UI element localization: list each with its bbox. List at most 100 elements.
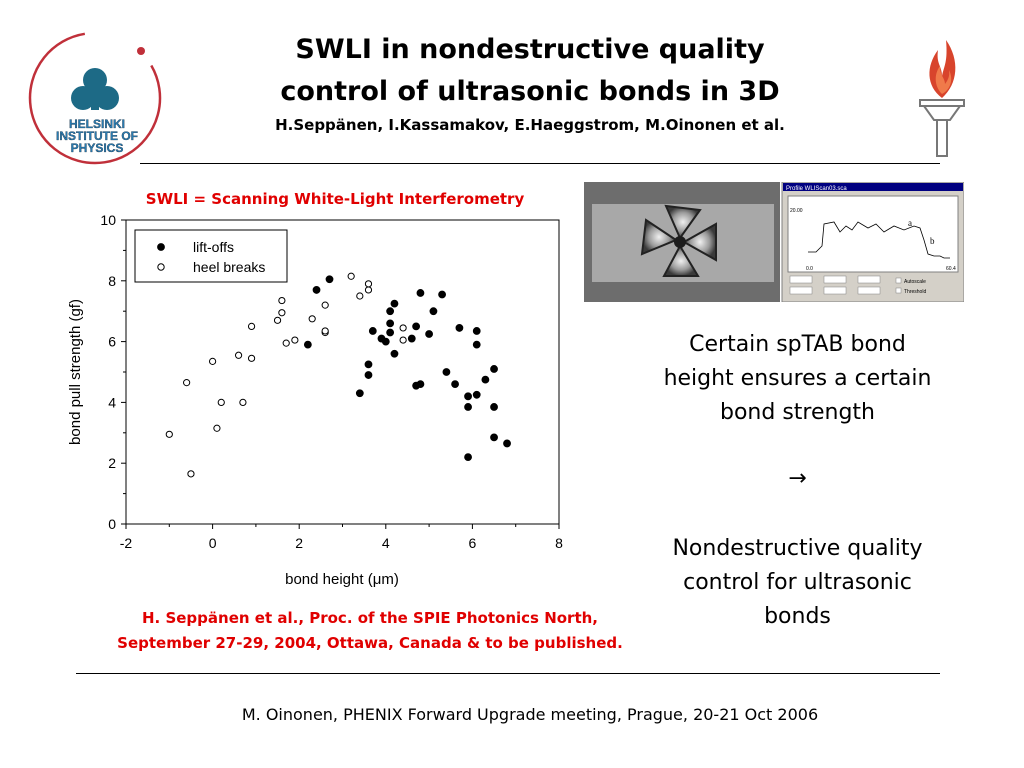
- heel-break-point: [183, 379, 191, 387]
- profile-label-a: a: [908, 218, 912, 228]
- authors-line: H.Seppänen, I.Kassamakov, E.Haeggstrom, …: [275, 116, 785, 134]
- heel-break-point: [165, 430, 173, 438]
- heel-break-point: [347, 272, 355, 280]
- lift-off-point: [386, 307, 395, 316]
- heel-break-point: [364, 286, 373, 294]
- lift-off-point: [390, 349, 399, 358]
- heel-break-point: [278, 309, 286, 317]
- conclusion-block: Certain spTAB bond height ensures a cert…: [630, 328, 965, 430]
- lift-off-point: [451, 380, 459, 389]
- heel-break-point: [321, 327, 329, 335]
- outcome-line2: control for ultrasonic: [683, 570, 912, 595]
- lift-off-point: [364, 371, 373, 379]
- x-tick-label: 0: [209, 535, 217, 551]
- conclusion-line3: bond strength: [720, 400, 875, 425]
- lift-off-point: [325, 275, 334, 284]
- lift-off-point: [472, 340, 481, 349]
- hip-logo-line3: PHYSICS: [71, 141, 124, 155]
- outcome-block: Nondestructive quality control for ultra…: [630, 532, 965, 634]
- conclusion-line2: height ensures a certain: [663, 366, 932, 391]
- heel-break-point: [247, 354, 256, 362]
- hip-logo: HELSINKI INSTITUTE OF PHYSICS: [28, 31, 162, 165]
- x-tick-label: 8: [555, 535, 563, 551]
- y-tick-label: 6: [108, 334, 116, 350]
- legend-label-lift-offs: lift-offs: [193, 239, 234, 255]
- y-tick-label: 8: [108, 273, 116, 289]
- right-arrow: →: [788, 466, 807, 491]
- heel-break-point: [234, 351, 243, 359]
- lift-off-point: [355, 389, 364, 398]
- outcome-line1: Nondestructive quality: [672, 536, 923, 561]
- page-title-line2: control of ultrasonic bonds in 3D: [280, 76, 780, 107]
- lift-off-point: [386, 328, 395, 337]
- profile-checkbox-threshold: Threshold: [904, 289, 926, 295]
- lift-off-point: [425, 330, 434, 338]
- lift-off-point: [464, 403, 472, 411]
- lift-off-point: [429, 307, 438, 316]
- citation-line2: September 27-29, 2004, Ottawa, Canada & …: [117, 634, 623, 652]
- heel-break-point: [364, 280, 373, 288]
- heel-break-point: [187, 470, 195, 478]
- profile-window-title: Profile WLIScan03.sca: [786, 186, 847, 192]
- legend-label-heel-breaks: heel breaks: [193, 259, 265, 275]
- lift-off-point: [416, 380, 425, 389]
- lift-off-point: [455, 324, 464, 332]
- legend: lift-offs heel breaks: [134, 229, 288, 283]
- lift-off-point: [381, 337, 390, 346]
- profile-label-b: b: [930, 236, 935, 246]
- profile-y-tick: 20.00: [790, 208, 803, 214]
- profile-window: Profile WLIScan03.sca 20.00 a b 0.0 60.4…: [781, 182, 964, 302]
- profile-x-start: 0.0: [806, 266, 813, 272]
- heel-break-point: [247, 322, 256, 331]
- y-tick-label: 2: [108, 455, 116, 471]
- legend-marker-lift-offs: [157, 243, 165, 251]
- heel-break-point: [278, 296, 286, 305]
- torch-logo: [919, 40, 965, 157]
- lift-off-point: [464, 453, 472, 462]
- bond-pattern: [640, 204, 717, 277]
- y-tick-label: 4: [108, 394, 116, 410]
- lift-off-point: [472, 327, 481, 335]
- heel-break-point: [239, 398, 247, 406]
- heel-break-point: [213, 424, 221, 432]
- legend-marker-heel-breaks: [157, 263, 165, 271]
- lift-off-point: [407, 334, 416, 343]
- heel-break-point: [399, 336, 407, 344]
- profile-checkbox-autoscale: Autoscale: [904, 279, 926, 285]
- heel-break-point: [209, 357, 217, 365]
- lift-off-point: [438, 290, 446, 299]
- heel-break-point: [356, 292, 364, 300]
- heel-break-point: [321, 301, 329, 309]
- hip-logo-line1: HELSINKI: [69, 117, 125, 131]
- heel-break-point: [308, 315, 316, 323]
- x-tick-label: -2: [120, 535, 133, 551]
- x-axis-label-suffix: m): [381, 571, 399, 588]
- heel-break-point: [282, 339, 290, 347]
- lift-off-point: [390, 299, 399, 308]
- x-axis-label-prefix: bond height (: [285, 571, 373, 588]
- x-tick-label: 4: [382, 535, 390, 551]
- heel-break-point: [291, 336, 299, 344]
- lift-off-point: [472, 390, 481, 399]
- lift-off-point: [490, 433, 498, 442]
- lift-off-point: [312, 286, 321, 294]
- outcome-line3: bonds: [764, 604, 831, 629]
- profile-curve: [808, 221, 950, 259]
- x-axis-label-mu: μ: [373, 571, 382, 588]
- lift-off-point: [481, 375, 490, 384]
- y-tick-label: 0: [108, 516, 116, 532]
- lift-off-point: [464, 392, 472, 401]
- lift-off-point: [303, 340, 312, 349]
- x-axis-label: bond height (μm): [285, 571, 399, 588]
- conclusion-line1: Certain spTAB bond: [689, 332, 906, 357]
- swli-inset-image: Profile WLIScan03.sca 20.00 a b 0.0 60.4…: [584, 182, 964, 302]
- lift-off-point: [490, 365, 498, 373]
- chart-title: SWLI = Scanning White-Light Interferomet…: [145, 190, 525, 208]
- y-axis-label: bond pull strength (gf): [67, 299, 84, 445]
- x-tick-label: 2: [295, 535, 303, 551]
- heel-break-point: [399, 324, 407, 332]
- lift-off-point: [490, 403, 498, 411]
- hip-logo-line2: INSTITUTE OF: [56, 129, 138, 143]
- lift-off-point: [416, 289, 425, 297]
